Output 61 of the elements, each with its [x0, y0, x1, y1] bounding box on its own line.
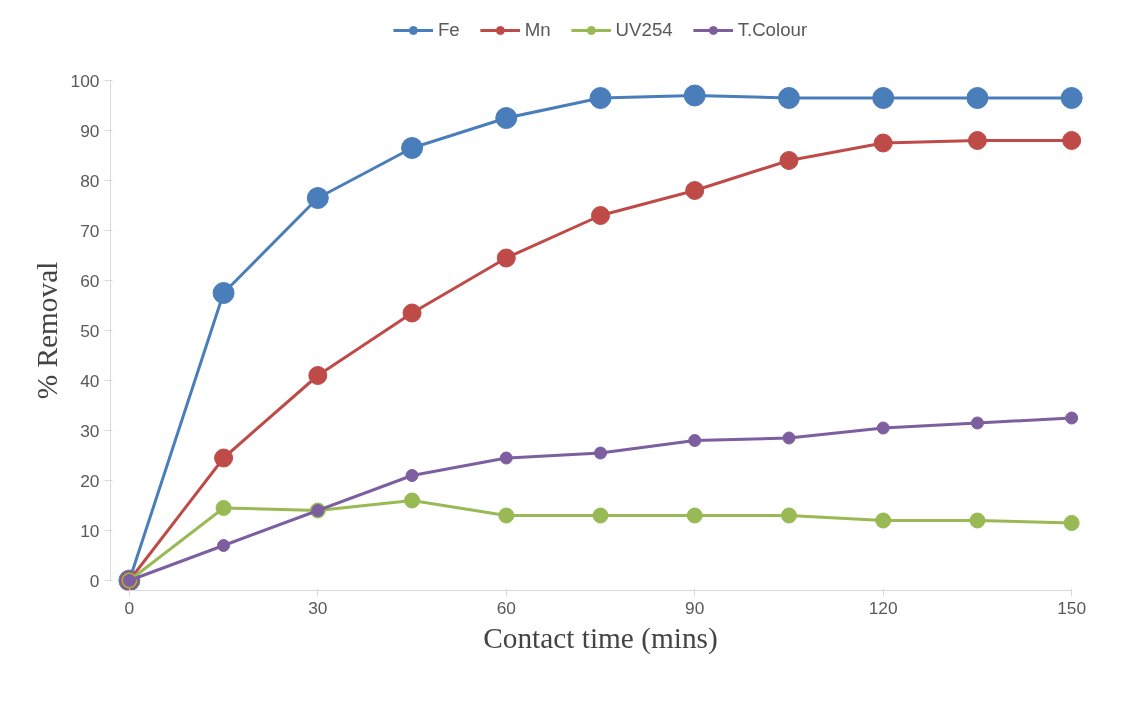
- legend-label: UV254: [615, 19, 673, 41]
- point: [306, 187, 329, 209]
- point: [498, 507, 515, 524]
- legend-label: T.Colour: [737, 19, 808, 41]
- point: [876, 421, 890, 435]
- x-tick-label: 120: [868, 597, 898, 618]
- point: [970, 416, 984, 430]
- y-axis-title: % Removal: [30, 261, 63, 400]
- y-tick-label: 20: [80, 470, 100, 491]
- point: [214, 448, 234, 468]
- point: [777, 87, 800, 109]
- point: [782, 431, 796, 445]
- point: [402, 303, 422, 323]
- point: [779, 151, 799, 170]
- point: [686, 507, 703, 524]
- point: [1063, 515, 1080, 531]
- y-tick-label: 100: [70, 70, 100, 91]
- y-tick-label: 40: [80, 370, 100, 391]
- point: [966, 87, 989, 109]
- point: [967, 131, 987, 150]
- point: [1062, 131, 1082, 150]
- y-tick-label: 10: [80, 520, 100, 541]
- point: [401, 137, 424, 159]
- y-tick-label: 90: [80, 120, 100, 141]
- legend-label: Mn: [524, 19, 551, 41]
- point: [875, 512, 892, 529]
- point: [495, 107, 518, 129]
- x-tick-label: 30: [308, 597, 328, 618]
- point: [688, 434, 702, 447]
- point: [591, 206, 610, 225]
- point: [1060, 87, 1083, 109]
- point: [215, 500, 232, 516]
- y-tick-label: 0: [89, 570, 100, 591]
- point: [594, 446, 607, 460]
- x-tick-label: 60: [496, 597, 516, 618]
- legend-label: Fe: [437, 19, 460, 41]
- point: [308, 366, 328, 385]
- point: [217, 539, 231, 552]
- y-tick-label: 30: [80, 420, 100, 441]
- x-tick-label: 0: [124, 597, 135, 618]
- point: [872, 87, 895, 109]
- point: [685, 181, 705, 200]
- point: [496, 248, 516, 268]
- point: [499, 451, 513, 465]
- y-tick-label: 60: [80, 270, 100, 291]
- y-tick-label: 50: [80, 320, 100, 341]
- point: [780, 507, 797, 524]
- point: [589, 87, 612, 109]
- point: [592, 507, 609, 524]
- point: [873, 133, 893, 153]
- y-tick-label: 70: [80, 220, 100, 241]
- x-tick-label: 150: [1057, 597, 1087, 618]
- x-tick-label: 90: [685, 597, 705, 618]
- point: [212, 282, 235, 304]
- point: [1065, 411, 1079, 425]
- point: [404, 492, 421, 509]
- point: [969, 512, 986, 529]
- point: [683, 84, 706, 107]
- point: [405, 469, 419, 482]
- y-tick-label: 80: [80, 170, 100, 191]
- x-axis-title: Contact time (mins): [483, 621, 718, 655]
